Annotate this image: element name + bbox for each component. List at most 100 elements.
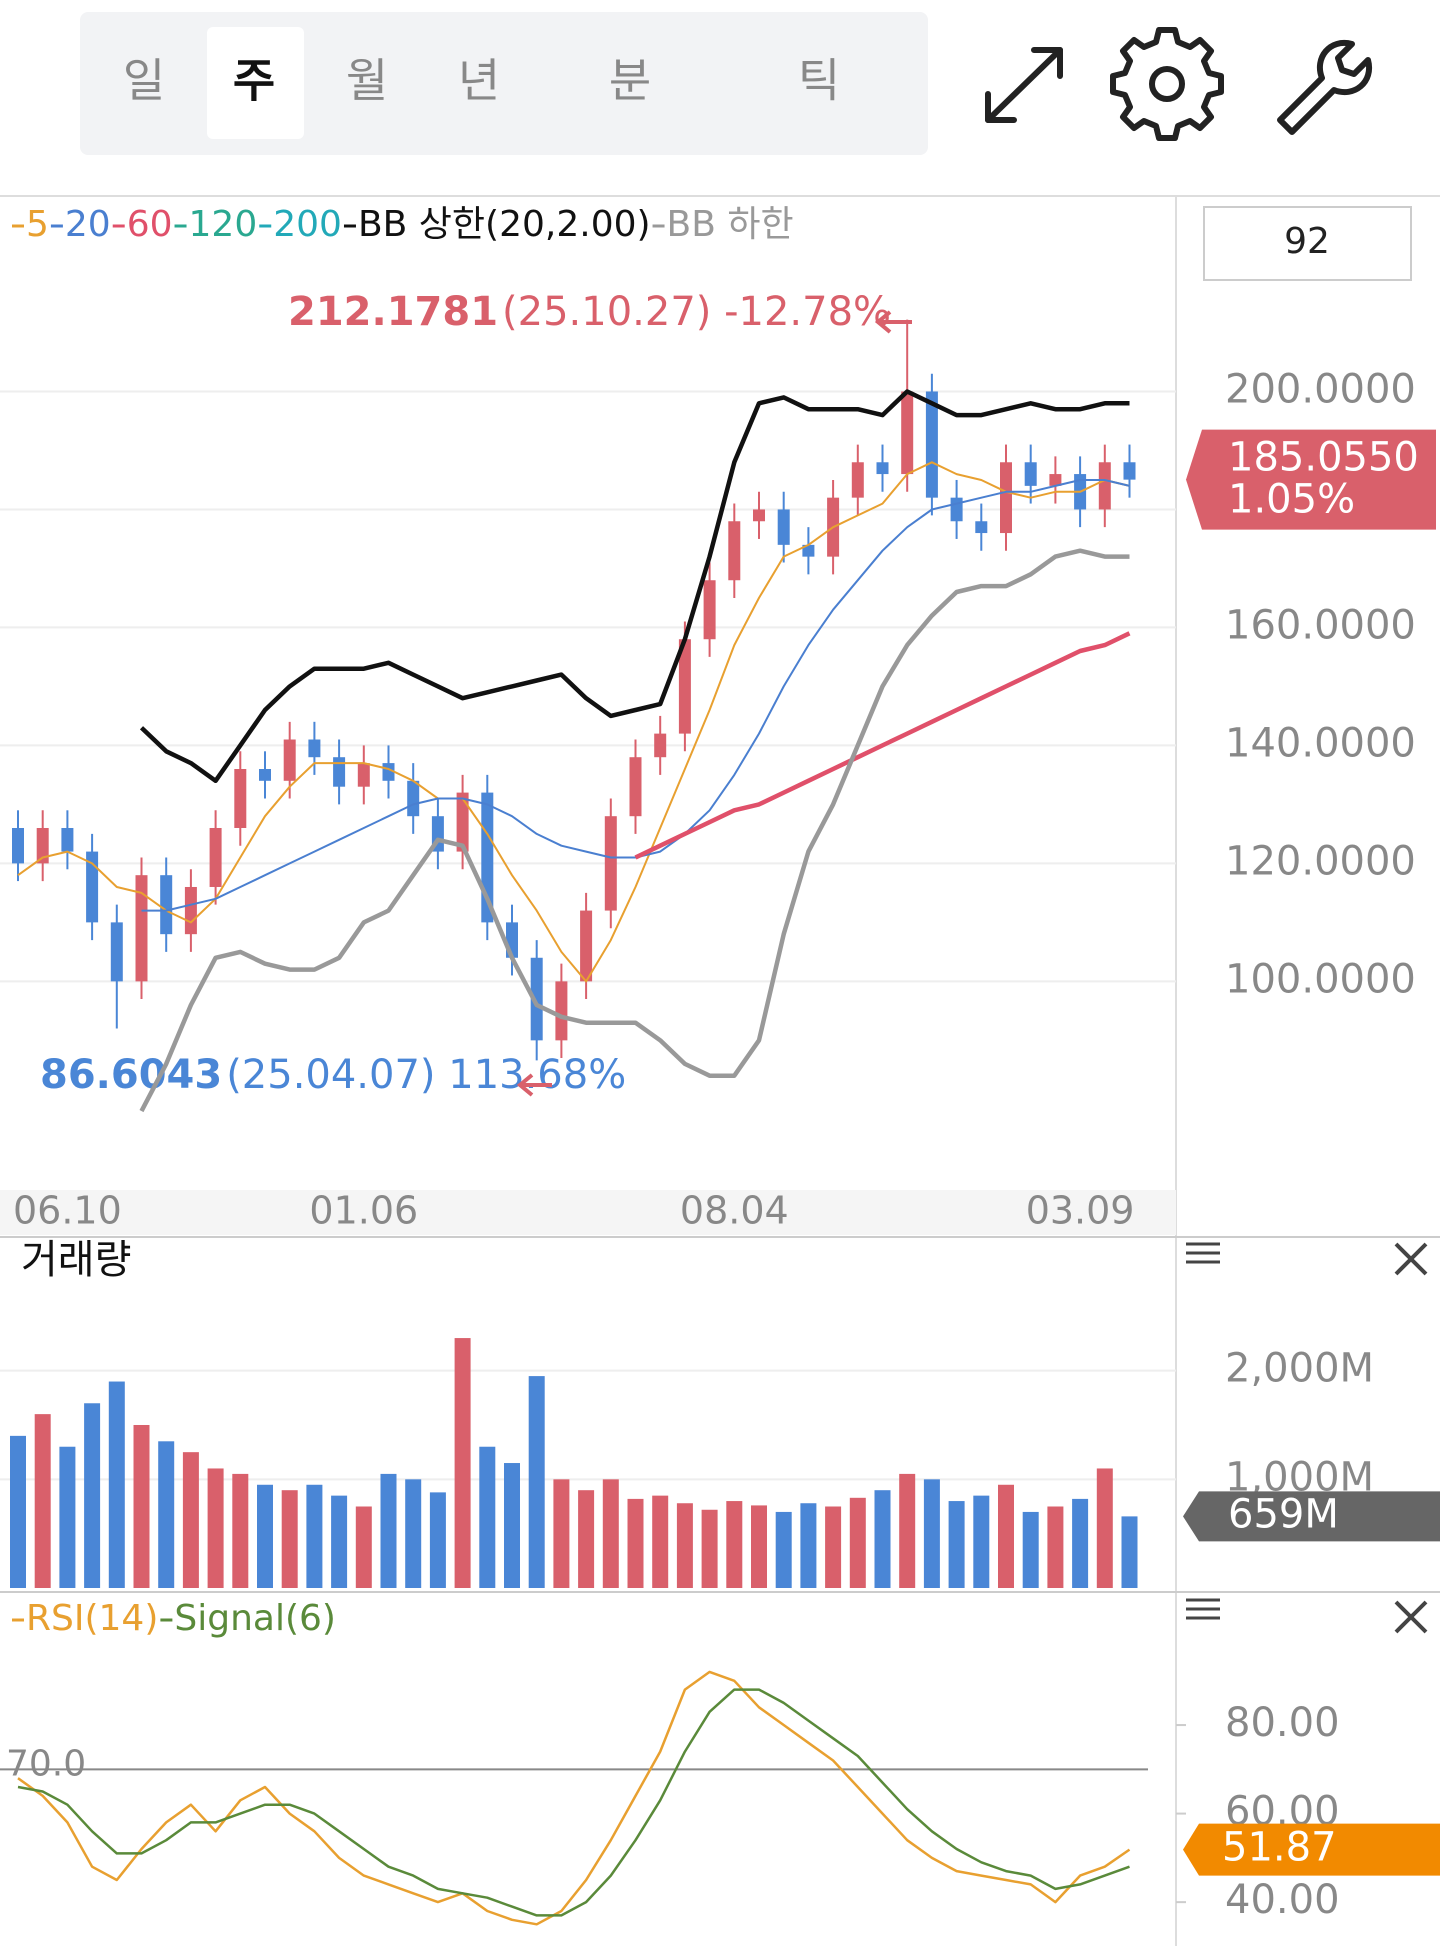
x-axis-strip [0, 1190, 1176, 1235]
volume-bar [1121, 1516, 1138, 1588]
period-tab[interactable]: 분 [609, 54, 651, 108]
candle-body [802, 544, 815, 557]
candle-body [36, 827, 49, 864]
visible-count: 92 [1284, 221, 1330, 262]
volume-bar [676, 1503, 693, 1588]
indicator-line [139, 548, 1130, 1113]
volume-bar [158, 1441, 175, 1588]
candle-body [530, 957, 543, 1041]
min-arrow [516, 1073, 552, 1097]
volume-bar [701, 1509, 718, 1588]
volume-bar [331, 1495, 348, 1588]
volume-badge [1183, 1491, 1440, 1542]
volume-bar [1072, 1498, 1089, 1588]
candle-body [580, 910, 593, 982]
legend-label: 20 [65, 204, 111, 245]
count-box[interactable] [1203, 206, 1412, 281]
y-tick-label: 160.0000 [1225, 602, 1416, 648]
last-change: 1.05% [1228, 477, 1355, 523]
active-tab-bg [207, 27, 304, 139]
volume-bar [59, 1446, 76, 1588]
rsi-line [17, 1670, 1131, 1926]
candle-body [851, 462, 864, 498]
legend-label: Signal(6) [174, 1598, 336, 1639]
volume-bar [948, 1501, 965, 1588]
max-annotation: 212.1781 (25.10.27) -12.78% [288, 289, 891, 335]
candle-body [86, 851, 99, 923]
y-tick-label: 80.00 [1225, 1700, 1340, 1746]
volume-bar [973, 1495, 990, 1588]
period-tab[interactable]: 월 [346, 54, 388, 108]
min-value: 86.6043 [40, 1052, 222, 1098]
volume-bar [652, 1495, 669, 1588]
volume-bar [998, 1484, 1014, 1588]
volume-bar [800, 1503, 817, 1588]
candle-body [308, 739, 321, 758]
volume-bar [1047, 1506, 1064, 1588]
last-price: 185.0550 [1228, 435, 1419, 481]
candle-body [728, 521, 741, 581]
volume-bar [34, 1414, 51, 1588]
candle-body [1098, 462, 1111, 510]
x-tick-label: 08.04 [680, 1189, 789, 1233]
indicator-line [17, 461, 1130, 983]
candle-body [184, 886, 197, 935]
y-tick-label: 40.00 [1225, 1877, 1340, 1923]
candle-body [678, 639, 691, 734]
volume-bar [405, 1479, 422, 1588]
legend-label: 60 [127, 204, 173, 245]
candle-body [283, 739, 296, 781]
period-tab[interactable]: 년 [458, 54, 500, 108]
candle-body [604, 816, 617, 911]
volume-bar [232, 1473, 249, 1588]
period-tab[interactable]: 틱 [798, 54, 840, 108]
indicator-line [139, 389, 1130, 784]
volume-bar [874, 1490, 891, 1588]
volume-bar [602, 1479, 619, 1588]
candle-body [901, 391, 914, 475]
volume-bar [355, 1506, 372, 1588]
candle-body [12, 827, 24, 864]
y-tick-label: 2,000M [1225, 1346, 1374, 1392]
candle-body [629, 757, 642, 817]
legend-label: 200 [273, 204, 342, 245]
candle-body [61, 827, 74, 852]
min-annotation: 86.6043 (25.04.07) 113.68% [40, 1052, 626, 1098]
candle-body [975, 521, 988, 534]
rsi-menu[interactable] [1186, 1598, 1220, 1620]
volume-bar [454, 1338, 471, 1588]
candle-body [259, 769, 271, 781]
expand-icon[interactable] [985, 47, 1063, 123]
candle-body [1123, 462, 1136, 480]
volume-bar [825, 1506, 842, 1588]
max-value: 212.1781 [288, 289, 498, 335]
volume-bar [923, 1479, 940, 1588]
candle-body [160, 875, 173, 935]
min-note: (25.04.07) 113.68% [226, 1052, 626, 1098]
candle-body [110, 922, 123, 982]
volume-bar [899, 1473, 916, 1588]
volume-bar [182, 1452, 199, 1588]
volume-title: 거래량 [21, 1237, 131, 1283]
candle-body [777, 509, 790, 545]
max-note: (25.10.27) -12.78% [502, 289, 891, 335]
volume-bar [84, 1403, 101, 1588]
period-tab[interactable]: 주 [233, 54, 275, 108]
candle-body [925, 391, 938, 498]
volume-menu[interactable] [1186, 1242, 1220, 1264]
volume-bar [849, 1497, 866, 1588]
volume-bar [627, 1498, 644, 1588]
period-tab[interactable]: 일 [123, 54, 165, 108]
rsi-close[interactable] [1394, 1600, 1428, 1634]
legend-label: 5 [26, 204, 49, 245]
candle-body [753, 509, 765, 522]
legend-label: BB 상한(20,2.00) [358, 204, 651, 245]
candle-body [876, 462, 889, 475]
tools-icon[interactable] [1277, 39, 1373, 135]
volume-bar [479, 1446, 496, 1588]
legend-label: 120 [189, 204, 258, 245]
last-volume: 659M [1228, 1491, 1339, 1537]
volume-close[interactable] [1394, 1242, 1428, 1276]
settings-icon[interactable] [1110, 27, 1224, 141]
candle-body [234, 769, 247, 828]
